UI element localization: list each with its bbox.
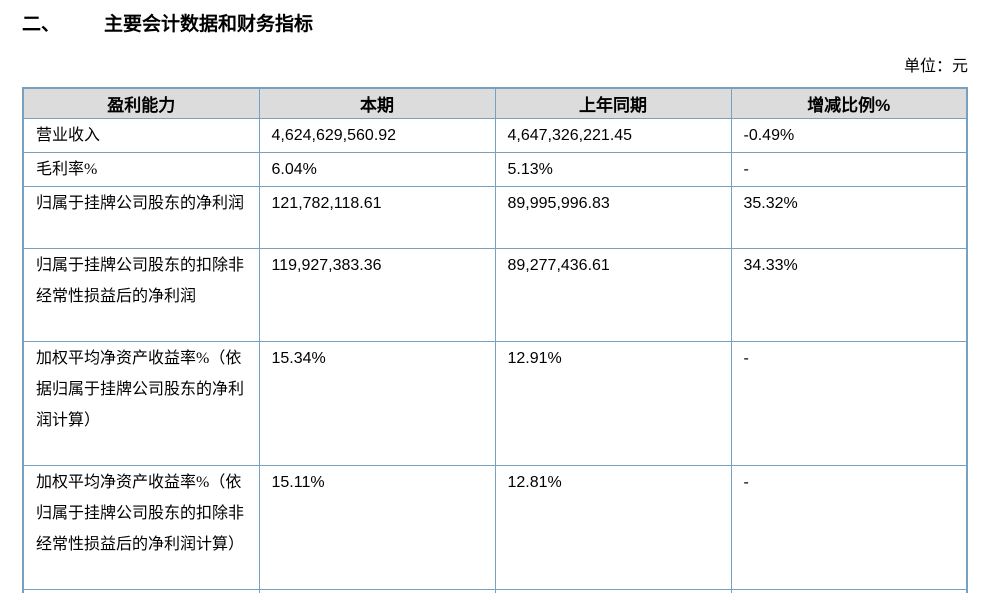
change-value: 34.33% [730,248,968,342]
table-row: 归属于挂牌公司股东的净利润 121,782,118.61 89,995,996.… [22,186,968,249]
header-current-period: 本期 [258,87,496,119]
prior-value: 89,277,436.61 [494,248,732,342]
table-row: 营业收入 4,624,629,560.92 4,647,326,221.45 -… [22,118,968,153]
prior-value: 5.13% [494,152,732,187]
table-row: 加权平均净资产收益率%（依据归属于挂牌公司股东的净利润计算） 15.34% 12… [22,341,968,466]
indicator-label: 毛利率% [22,152,260,187]
indicator-label: 归属于挂牌公司股东的扣除非经常性损益后的净利润 [22,248,260,342]
current-value: 6.04% [258,152,496,187]
current-value: 15.11% [258,465,496,590]
table-row: 归属于挂牌公司股东的扣除非经常性损益后的净利润 119,927,383.36 8… [22,248,968,342]
change-value: - [730,465,968,590]
current-value: 121,782,118.61 [258,186,496,249]
table-row: 加权平均净资产收益率%（依归属于挂牌公司股东的扣除非经常性损益后的净利润计算） … [22,465,968,590]
empty-cell [730,589,968,593]
indicator-label: 加权平均净资产收益率%（依据归属于挂牌公司股东的净利润计算） [22,341,260,466]
empty-cell [258,589,496,593]
empty-cell [22,589,260,593]
table-header-row: 盈利能力 本期 上年同期 增减比例% [22,87,968,119]
table-row-cutoff [22,589,968,593]
prior-value: 12.81% [494,465,732,590]
prior-value: 12.91% [494,341,732,466]
table-row: 毛利率% 6.04% 5.13% - [22,152,968,187]
change-value: - [730,341,968,466]
change-value: 35.32% [730,186,968,249]
prior-value: 89,995,996.83 [494,186,732,249]
change-value: -0.49% [730,118,968,153]
unit-label: 单位：元 [903,58,968,75]
empty-cell [494,589,732,593]
change-value: - [730,152,968,187]
current-value: 15.34% [258,341,496,466]
current-value: 4,624,629,560.92 [258,118,496,153]
financial-indicators-table: 盈利能力 本期 上年同期 增减比例% 营业收入 4,624,629,560.92… [22,87,968,593]
indicator-label: 营业收入 [22,118,260,153]
section-number: 二、 [22,14,61,35]
header-prior-period: 上年同期 [494,87,732,119]
prior-value: 4,647,326,221.45 [494,118,732,153]
header-change-ratio: 增减比例% [730,87,968,119]
indicator-label: 加权平均净资产收益率%（依归属于挂牌公司股东的扣除非经常性损益后的净利润计算） [22,465,260,590]
header-profitability: 盈利能力 [22,87,260,119]
current-value: 119,927,383.36 [258,248,496,342]
section-title: 二、 主要会计数据和财务指标 [22,12,990,38]
section-title-text: 主要会计数据和财务指标 [104,14,314,35]
indicator-label: 归属于挂牌公司股东的净利润 [22,186,260,249]
